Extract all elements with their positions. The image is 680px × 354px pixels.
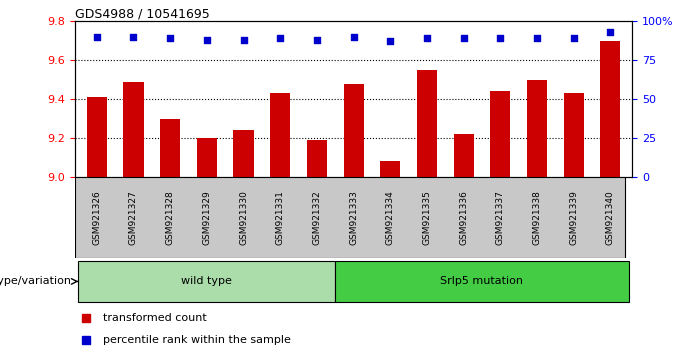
Point (165, 35, 175, 41)
Bar (270, 93, 290, 177)
Text: transformed count: transformed count (103, 313, 207, 323)
FancyBboxPatch shape (75, 177, 625, 258)
Text: GSM921340: GSM921340 (606, 190, 615, 245)
Text: percentile rank within the sample: percentile rank within the sample (103, 335, 290, 345)
Bar (527, 80, 547, 177)
Text: GSM921335: GSM921335 (422, 190, 432, 245)
Text: GSM921328: GSM921328 (166, 190, 175, 245)
Bar (343, 84, 364, 177)
Bar (564, 93, 584, 177)
Bar (490, 91, 511, 177)
Text: Srlp5 mutation: Srlp5 mutation (441, 276, 524, 286)
Text: wild type: wild type (182, 276, 233, 286)
Text: GSM921336: GSM921336 (459, 190, 468, 245)
Text: GSM921339: GSM921339 (569, 190, 578, 245)
Bar (380, 161, 401, 177)
Point (385, 39, 396, 44)
Text: GSM921326: GSM921326 (92, 190, 101, 245)
Text: GSM921337: GSM921337 (496, 190, 505, 245)
Bar (160, 119, 180, 177)
Text: GSM921329: GSM921329 (203, 190, 211, 245)
Point (458, 35, 469, 41)
Text: GSM921333: GSM921333 (349, 190, 358, 245)
Bar (307, 140, 327, 177)
Point (605, 29, 616, 35)
Bar (233, 130, 254, 177)
Text: GSM921338: GSM921338 (532, 190, 541, 245)
Bar (87, 97, 107, 177)
Point (238, 37, 249, 43)
Point (201, 37, 212, 43)
Text: GDS4988 / 10541695: GDS4988 / 10541695 (75, 7, 209, 20)
Point (348, 34, 359, 40)
Point (568, 35, 579, 41)
Text: GSM921327: GSM921327 (129, 190, 138, 245)
Point (495, 35, 506, 41)
Point (91, 34, 102, 40)
Text: GSM921330: GSM921330 (239, 190, 248, 245)
Bar (123, 81, 143, 177)
FancyBboxPatch shape (335, 261, 629, 302)
Point (128, 34, 139, 40)
Point (275, 35, 286, 41)
Bar (417, 70, 437, 177)
Text: GSM921334: GSM921334 (386, 190, 395, 245)
Point (311, 37, 322, 43)
FancyBboxPatch shape (78, 261, 335, 302)
Point (422, 35, 432, 41)
Text: genotype/variation: genotype/variation (0, 276, 71, 286)
Bar (197, 138, 217, 177)
Bar (600, 41, 620, 177)
Text: GSM921331: GSM921331 (275, 190, 285, 245)
Point (532, 35, 543, 41)
Bar (454, 134, 474, 177)
Text: GSM921332: GSM921332 (312, 190, 322, 245)
